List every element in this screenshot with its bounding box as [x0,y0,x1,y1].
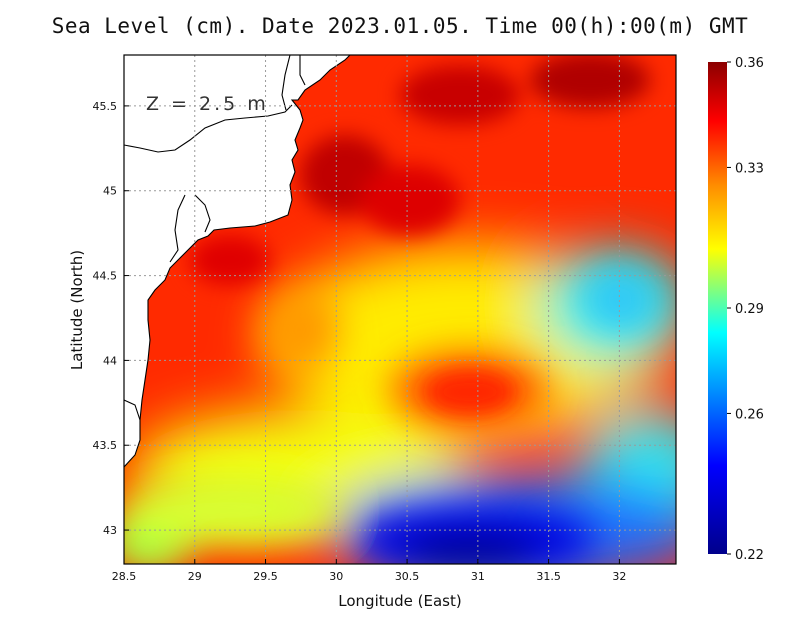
y-tick-label: 45 [103,185,117,198]
x-tick-label: 29 [188,570,202,583]
x-tick-label: 28.5 [112,570,137,583]
chart-title: Sea Level (cm). Date 2023.01.05. Time 00… [51,14,749,38]
y-tick-label: 43 [103,524,117,537]
x-tick-label: 30 [329,570,343,583]
y-tick-label: 43.5 [93,439,118,452]
y-tick-label: 44 [103,354,117,367]
x-tick-label: 31.5 [536,570,561,583]
colorbar-tick-label: 0.26 [735,407,764,422]
colorbar-tick-label: 0.22 [735,548,764,563]
colorbar-ticks: 0.36 0.33 0.29 0.26 0.22 [727,56,764,563]
colorbar-tick-label: 0.36 [735,56,764,71]
y-axis: 43 43.5 44 44.5 45 45.5 [93,100,129,537]
x-axis-label: Longitude (East) [338,592,461,610]
colorbar-tick-label: 0.29 [735,302,764,317]
x-tick-label: 29.5 [253,570,278,583]
y-tick-label: 44.5 [93,270,118,283]
grid-lines [124,55,676,564]
x-tick-label: 32 [612,570,626,583]
colorbar-tick-label: 0.33 [735,161,764,176]
x-tick-label: 31 [471,570,485,583]
plot-frame [123,54,677,565]
y-tick-label: 45.5 [93,100,118,113]
x-axis: 28.5 29 29.5 30 30.5 31 31.5 32 [112,559,626,583]
coastline [124,55,351,468]
y-axis-label: Latitude (North) [68,250,86,370]
x-tick-label: 30.5 [395,570,420,583]
colorbar [708,62,727,554]
depth-label: Z = 2.5 m [146,93,269,115]
